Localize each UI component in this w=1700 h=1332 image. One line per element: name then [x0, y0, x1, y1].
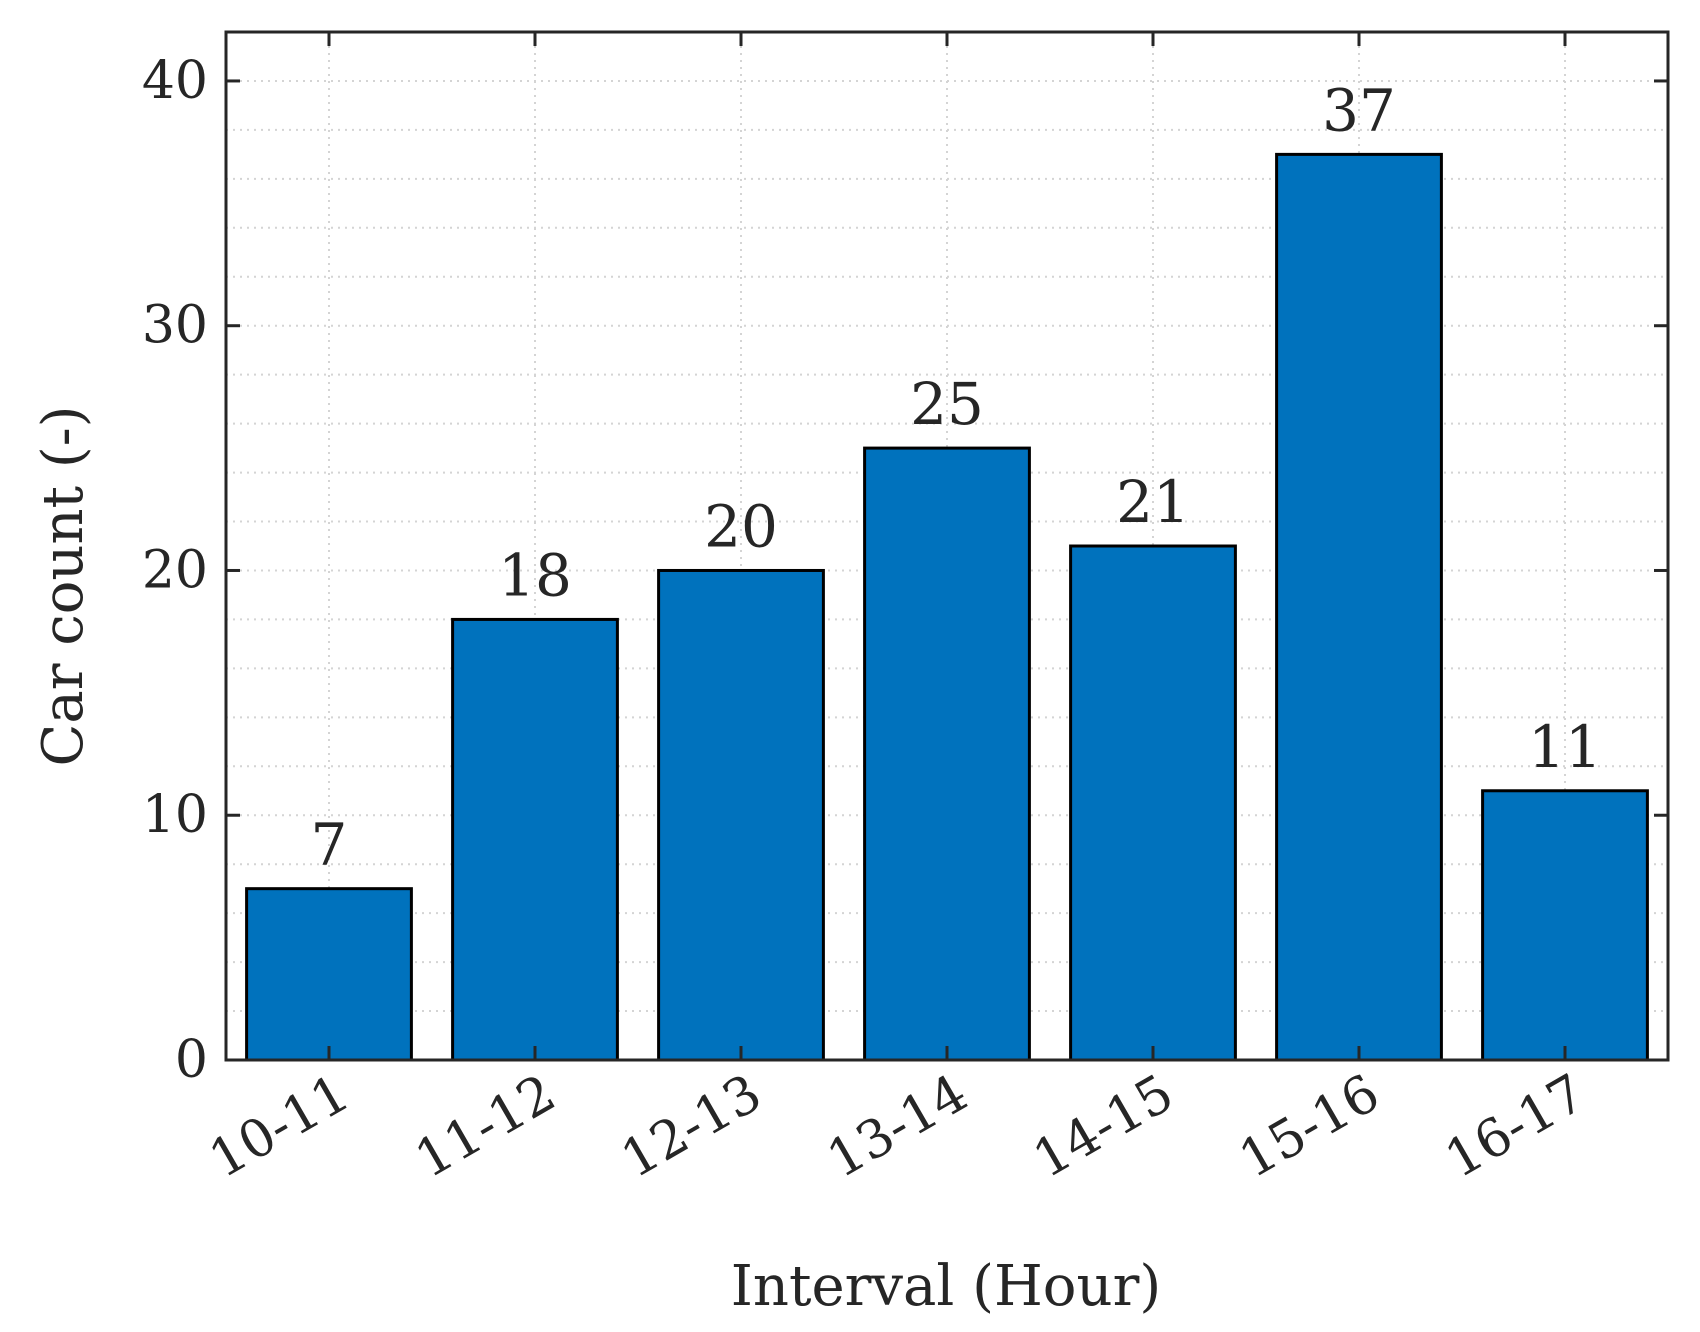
x-tick-label: 14-15	[1024, 1063, 1184, 1190]
y-tick-label: 30	[142, 296, 208, 356]
y-tick-label: 40	[142, 51, 208, 111]
bar-10-11	[245, 887, 413, 1062]
data-label-16-17: 11	[1528, 713, 1602, 781]
x-tick-label: 12-13	[612, 1063, 772, 1190]
x-tick-label: 16-17	[1436, 1063, 1596, 1190]
x-axis-title: Interval (Hour)	[731, 1254, 1161, 1319]
x-tick-label: 15-16	[1230, 1063, 1390, 1190]
bar-12-13	[657, 568, 825, 1062]
data-label-11-12: 18	[498, 541, 572, 609]
y-axis-title: Car count (-)	[31, 406, 96, 767]
data-labels: 7 18 20 25 21 37 11	[311, 76, 1602, 878]
y-tick-label: 10	[142, 785, 208, 845]
data-label-14-15: 21	[1116, 468, 1190, 536]
bar-14-15	[1069, 544, 1237, 1062]
bar-11-12	[451, 617, 619, 1062]
bars	[245, 152, 1649, 1062]
x-tick-label: 11-12	[406, 1063, 566, 1190]
data-label-12-13: 20	[704, 492, 778, 560]
y-tick-label: 0	[175, 1030, 208, 1090]
x-tick-label: 13-14	[818, 1063, 978, 1190]
data-label-15-16: 37	[1322, 76, 1396, 144]
bar-16-17	[1481, 789, 1649, 1062]
x-tick-label: 10-11	[200, 1063, 360, 1190]
bar-13-14	[863, 446, 1031, 1062]
bar-15-16	[1275, 152, 1443, 1062]
data-label-13-14: 25	[910, 370, 984, 438]
y-tick-label: 20	[142, 540, 208, 600]
data-label-10-11: 7	[311, 811, 348, 879]
